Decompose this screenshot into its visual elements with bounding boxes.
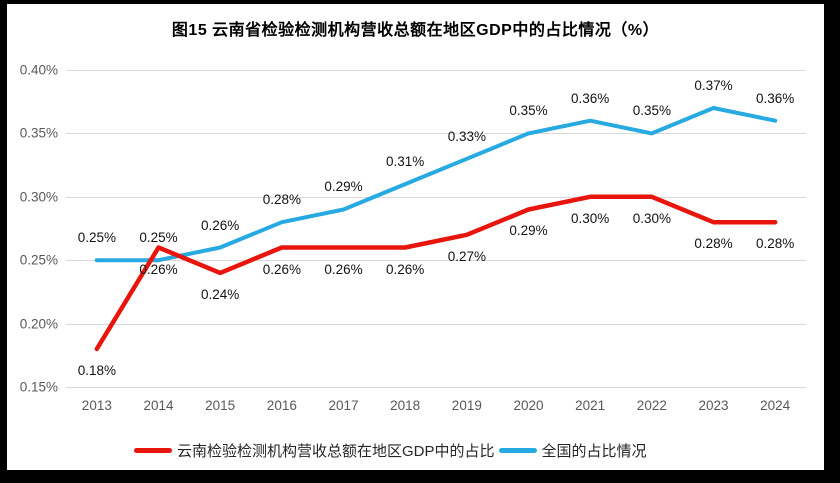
y-gridline <box>66 387 806 388</box>
data-label-series-1: 0.35% <box>632 103 671 119</box>
data-label-series-0: 0.28% <box>694 236 733 252</box>
data-label-series-1: 0.25% <box>77 230 116 246</box>
data-label-series-1: 0.28% <box>262 192 301 208</box>
data-label-series-0: 0.30% <box>571 210 610 226</box>
y-gridline <box>66 133 806 135</box>
y-gridline <box>66 196 806 198</box>
data-label-series-1: 0.31% <box>386 154 425 170</box>
data-label-series-0: 0.29% <box>509 223 548 239</box>
chart-background: 图15 云南省检验检测机构营收总额在地区GDP中的占比情况（%） 0.40% 0.… <box>7 4 824 470</box>
y-tick-label: 0.40% <box>19 62 58 78</box>
data-label-series-0: 0.26% <box>386 261 425 277</box>
data-label-series-0: 0.26% <box>139 261 178 277</box>
x-tick-label: 2016 <box>266 398 297 413</box>
y-gridline <box>66 260 806 262</box>
legend: 云南检验检测机构营收总额在地区GDP中的占比 全国的占比情况 <box>134 440 647 460</box>
data-label-series-0: 0.30% <box>632 210 671 226</box>
y-tick-label: 0.25% <box>19 252 58 268</box>
x-tick-label: 2024 <box>760 398 791 413</box>
x-tick-label: 2014 <box>143 398 174 413</box>
data-label-series-1: 0.36% <box>756 90 795 106</box>
legend-label: 全国的占比情况 <box>541 442 647 460</box>
x-tick-label: 2013 <box>81 398 112 413</box>
plot-lines <box>94 106 778 352</box>
data-label-series-0: 0.27% <box>447 248 486 264</box>
x-tick-label: 2015 <box>205 398 236 413</box>
data-label-series-1: 0.25% <box>139 230 178 246</box>
data-label-series-1: 0.37% <box>694 78 733 94</box>
legend-item-1: 全国的占比情况 <box>498 440 647 461</box>
y-tick-label: 0.20% <box>19 316 58 332</box>
data-label-series-0: 0.18% <box>77 362 116 378</box>
data-label-series-1: 0.29% <box>324 179 363 195</box>
x-tick-label: 2018 <box>390 398 421 413</box>
legend-line-swatch <box>498 447 537 453</box>
data-label-series-1: 0.36% <box>571 90 610 106</box>
data-label-series-1: 0.35% <box>509 103 548 119</box>
data-label-series-1: 0.26% <box>201 217 240 233</box>
x-tick-label: 2020 <box>513 398 544 413</box>
y-gridline <box>66 70 806 71</box>
y-gridline <box>66 323 806 325</box>
x-tick-label: 2022 <box>636 398 667 413</box>
series-line-1 <box>94 106 778 263</box>
x-tick-label: 2023 <box>698 398 729 413</box>
data-label-series-0: 0.26% <box>262 261 301 277</box>
chart-title: 图15 云南省检验检测机构营收总额在地区GDP中的占比情况（%） <box>171 22 660 39</box>
y-tick-label: 0.15% <box>19 379 58 395</box>
legend-item-0: 云南检验检测机构营收总额在地区GDP中的占比 <box>134 440 495 461</box>
x-tick-label: 2021 <box>575 398 606 413</box>
legend-label: 云南检验检测机构营收总额在地区GDP中的占比 <box>177 442 495 460</box>
data-label-series-0: 0.26% <box>324 261 363 277</box>
x-tick-label: 2019 <box>451 398 482 413</box>
y-tick-label: 0.30% <box>19 189 58 205</box>
data-label-series-0: 0.28% <box>756 236 795 252</box>
series-line-0 <box>94 194 778 352</box>
x-tick-label: 2017 <box>328 398 359 413</box>
legend-line-swatch <box>134 447 172 453</box>
data-label-series-1: 0.33% <box>447 128 486 144</box>
data-label-series-0: 0.24% <box>201 286 240 302</box>
y-tick-label: 0.35% <box>19 125 58 141</box>
